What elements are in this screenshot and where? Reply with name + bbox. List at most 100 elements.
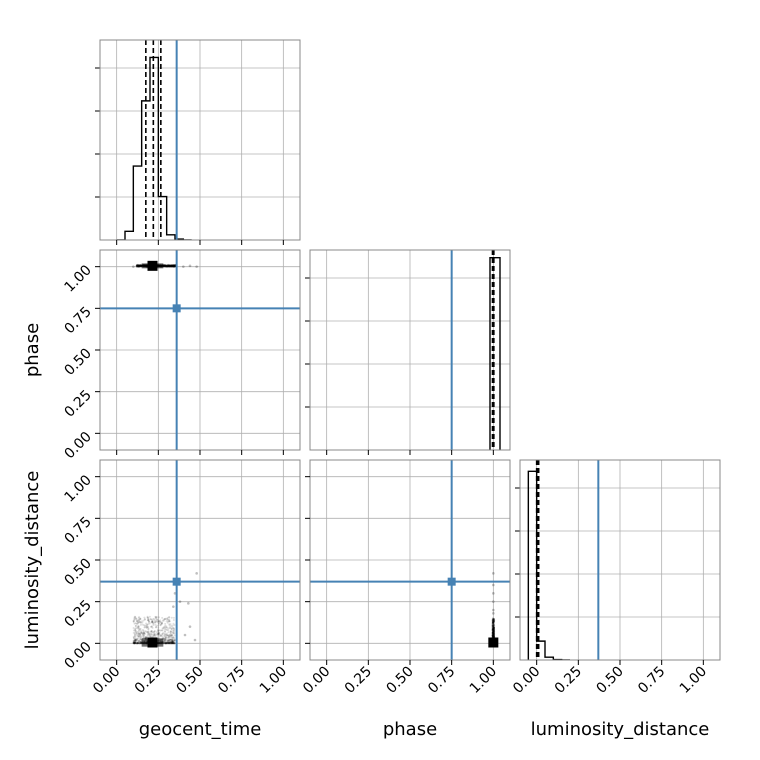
sample-point bbox=[134, 615, 137, 618]
sample-point bbox=[492, 628, 495, 631]
sample-point bbox=[172, 265, 175, 268]
sample-point bbox=[154, 617, 157, 620]
sample-point bbox=[491, 628, 494, 631]
sample-point bbox=[137, 264, 140, 267]
sample-point bbox=[170, 264, 173, 267]
sample-point bbox=[165, 641, 168, 644]
sample-point bbox=[163, 264, 166, 267]
sample-point bbox=[169, 627, 172, 630]
sample-point bbox=[491, 618, 494, 621]
sample-point bbox=[492, 635, 495, 638]
sample-point bbox=[167, 642, 170, 645]
sample-point bbox=[136, 264, 139, 267]
sample-point bbox=[492, 612, 495, 615]
sample-point bbox=[492, 627, 495, 630]
sample-point bbox=[158, 620, 161, 623]
sample-point bbox=[493, 630, 496, 633]
sample-point bbox=[169, 265, 172, 268]
sample-point bbox=[139, 634, 142, 637]
sample-point bbox=[139, 265, 142, 268]
sample-point bbox=[168, 633, 171, 636]
sample-point bbox=[166, 626, 169, 629]
sample-point bbox=[170, 640, 173, 643]
sample-point bbox=[173, 265, 176, 268]
sample-point bbox=[159, 619, 162, 622]
sample-point bbox=[491, 618, 494, 621]
sample-point bbox=[151, 633, 154, 636]
sample-point bbox=[136, 623, 139, 626]
sample-point bbox=[491, 623, 494, 626]
sample-point bbox=[491, 632, 494, 635]
sample-point bbox=[491, 635, 494, 638]
sample-point bbox=[132, 635, 135, 638]
sample-point bbox=[492, 635, 495, 638]
sample-point bbox=[166, 639, 169, 642]
sample-point bbox=[139, 623, 142, 626]
sample-point bbox=[167, 264, 170, 267]
sample-point bbox=[137, 622, 140, 625]
sample-point bbox=[187, 602, 190, 605]
sample-point bbox=[493, 632, 496, 635]
sample-point bbox=[491, 631, 494, 634]
sample-point bbox=[141, 632, 144, 635]
sample-point bbox=[169, 641, 172, 644]
sample-point bbox=[171, 265, 174, 268]
sample-point bbox=[492, 624, 495, 627]
sample-point bbox=[491, 619, 494, 622]
sample-point bbox=[173, 629, 176, 632]
sample-point bbox=[135, 617, 138, 620]
sample-point bbox=[492, 631, 495, 634]
sample-point bbox=[137, 264, 140, 267]
sample-point bbox=[158, 629, 161, 632]
sample-point bbox=[164, 637, 167, 640]
sample-point bbox=[491, 632, 494, 635]
sample-point bbox=[493, 633, 496, 636]
sample-point bbox=[492, 592, 495, 595]
sample-point bbox=[492, 629, 495, 632]
sample-point bbox=[169, 641, 172, 644]
sample-point bbox=[132, 629, 135, 632]
sample-point bbox=[137, 639, 140, 642]
sample-point bbox=[149, 632, 152, 635]
sample-point bbox=[160, 629, 163, 632]
sample-point bbox=[171, 264, 174, 267]
sample-point bbox=[146, 634, 149, 637]
sample-point bbox=[172, 265, 175, 268]
sample-point bbox=[148, 634, 151, 637]
sample-point bbox=[167, 264, 170, 267]
sample-point bbox=[492, 635, 495, 638]
x-axis-label-geocent_time: geocent_time bbox=[139, 719, 262, 740]
sample-point bbox=[137, 265, 140, 268]
sample-point bbox=[154, 633, 157, 636]
sample-point bbox=[164, 642, 167, 645]
sample-point bbox=[154, 623, 157, 626]
sample-point bbox=[137, 264, 140, 267]
sample-point bbox=[170, 265, 173, 268]
sample-point bbox=[492, 630, 495, 633]
sample-point bbox=[169, 642, 172, 645]
sample-point bbox=[169, 630, 172, 633]
sample-point bbox=[163, 265, 166, 268]
sample-point bbox=[161, 622, 164, 625]
sample-point bbox=[163, 642, 166, 645]
sample-point bbox=[172, 641, 175, 644]
sample-point bbox=[173, 265, 176, 268]
sample-point bbox=[161, 622, 164, 625]
sample-point bbox=[138, 264, 141, 267]
sample-point bbox=[492, 624, 495, 627]
sample-point bbox=[134, 628, 137, 631]
sample-point bbox=[138, 642, 141, 645]
sample-point bbox=[163, 264, 166, 267]
sample-point bbox=[170, 636, 173, 639]
sample-point bbox=[493, 634, 496, 637]
x-tick-label: 0.75 bbox=[425, 664, 458, 697]
sample-point bbox=[136, 641, 139, 644]
sample-point bbox=[152, 622, 155, 625]
sample-point bbox=[165, 264, 168, 267]
sample-point bbox=[492, 632, 495, 635]
sample-point bbox=[173, 265, 176, 268]
sample-point bbox=[143, 626, 146, 629]
sample-point bbox=[165, 266, 168, 269]
sample-point bbox=[188, 264, 192, 268]
